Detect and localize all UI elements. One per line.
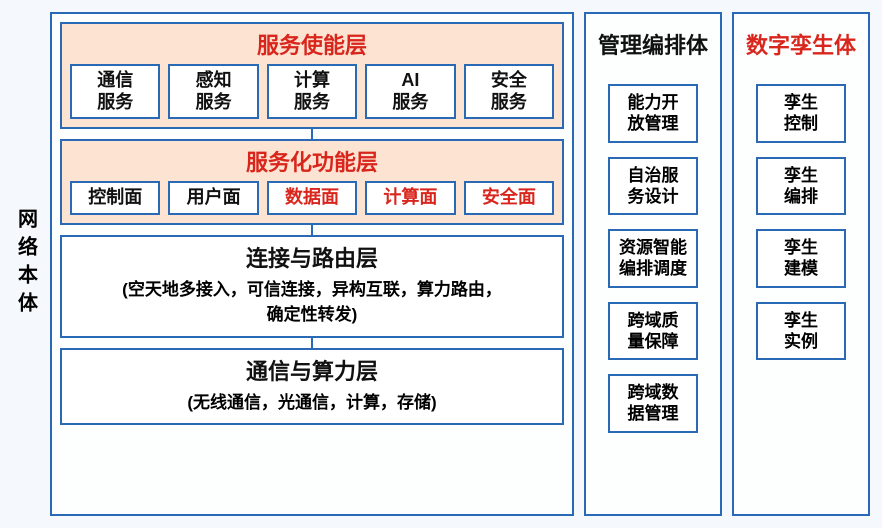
side-item-box: 孪生 实例 (756, 302, 846, 361)
layer-title: 通信与算力层 (246, 354, 378, 386)
architecture-layer: 服务化功能层控制面用户面数据面计算面安全面 (60, 139, 564, 225)
layer-boxes-row: 控制面用户面数据面计算面安全面 (70, 181, 554, 215)
layer-subtitle: (空天地多接入，可信连接，异构互联，算力路由， 确定性转发) (122, 277, 502, 328)
layer-box: 计算面 (365, 181, 455, 215)
side-item-box: 孪生 编排 (756, 157, 846, 216)
side-item-box: 自治服 务设计 (608, 157, 698, 216)
network-body-column: 服务使能层通信 服务感知 服务计算 服务AI 服务安全 服务服务化功能层控制面用… (50, 12, 574, 516)
management-orchestration-column: 管理编排体 能力开 放管理自治服 务设计资源智能 编排调度跨域质 量保障跨域数 … (584, 12, 722, 516)
layer-title: 服务使能层 (257, 28, 367, 60)
layer-box: 安全面 (464, 181, 554, 215)
layer-box: AI 服务 (365, 64, 455, 119)
layer-title: 连接与路由层 (246, 241, 378, 273)
side-item-box: 孪生 建模 (756, 229, 846, 288)
side-item-box: 跨域质 量保障 (608, 302, 698, 361)
architecture-layer: 服务使能层通信 服务感知 服务计算 服务AI 服务安全 服务 (60, 22, 564, 129)
layer-title: 服务化功能层 (246, 145, 378, 177)
management-title: 管理编排体 (598, 28, 708, 60)
side-item-box: 能力开 放管理 (608, 84, 698, 143)
digital-twin-column: 数字孪生体 孪生 控制孪生 编排孪生 建模孪生 实例 (732, 12, 870, 516)
layer-box: 用户面 (168, 181, 258, 215)
architecture-layer: 通信与算力层 (无线通信，光通信，计算，存储) (60, 348, 564, 426)
layer-box: 计算 服务 (267, 64, 357, 119)
architecture-layer: 连接与路由层 (空天地多接入，可信连接，异构互联，算力路由， 确定性转发) (60, 235, 564, 338)
layer-box: 控制面 (70, 181, 160, 215)
layer-box: 通信 服务 (70, 64, 160, 119)
side-item-box: 资源智能 编排调度 (608, 229, 698, 288)
side-item-box: 孪生 控制 (756, 84, 846, 143)
layer-box: 安全 服务 (464, 64, 554, 119)
digital-twin-title: 数字孪生体 (746, 28, 856, 60)
side-item-box: 跨域数 据管理 (608, 374, 698, 433)
layer-subtitle: (无线通信，光通信，计算，存储) (187, 390, 436, 416)
vertical-network-body-label: 网络本体 (12, 12, 40, 516)
layer-box: 数据面 (267, 181, 357, 215)
layer-box: 感知 服务 (168, 64, 258, 119)
layer-boxes-row: 通信 服务感知 服务计算 服务AI 服务安全 服务 (70, 64, 554, 119)
